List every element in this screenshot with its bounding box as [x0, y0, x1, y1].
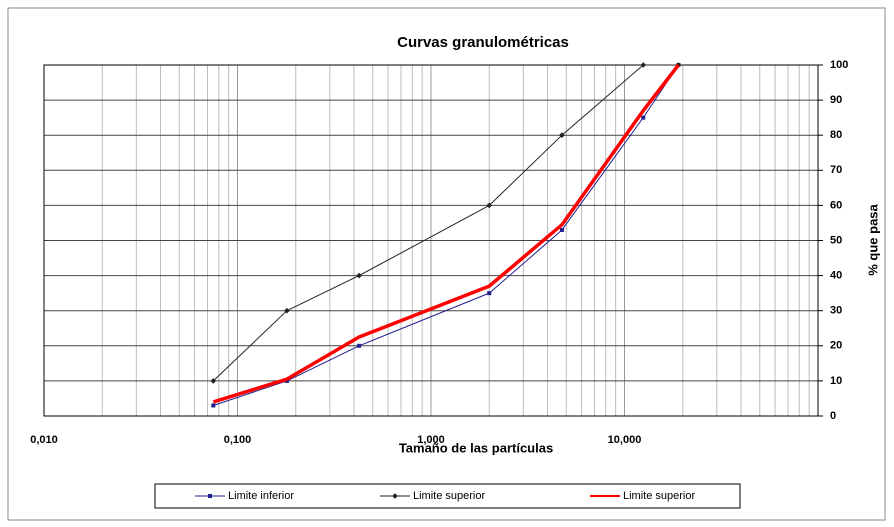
y-tick-label: 30 — [830, 305, 842, 317]
point — [356, 272, 362, 279]
y-tick-label: 90 — [830, 94, 842, 106]
y-tick-label: 60 — [830, 199, 842, 211]
legend-label: Limite inferior — [228, 490, 294, 502]
y-tick-label: 20 — [830, 340, 842, 352]
legend — [154, 483, 741, 509]
chart-title: Curvas granulométricas — [397, 34, 569, 51]
y-axis-label: % que pasa — [865, 203, 880, 275]
x-axis-label: Tamaño de las partículas — [399, 440, 553, 455]
y-tick-label: 80 — [830, 129, 842, 141]
x-tick-label: 0,010 — [30, 434, 58, 446]
y-tick-label: 10 — [830, 375, 842, 387]
legend-label: Limite superior — [623, 490, 695, 502]
point — [487, 291, 492, 296]
x-tick-label: 1,000 — [417, 434, 445, 446]
y-tick-label: 50 — [830, 234, 842, 246]
y-tick-label: 40 — [830, 270, 842, 282]
y-tick-label: 70 — [830, 164, 842, 176]
point — [210, 378, 217, 384]
point — [208, 494, 212, 498]
series-line — [212, 63, 680, 404]
point — [486, 202, 493, 209]
point — [357, 343, 362, 348]
point — [284, 307, 290, 314]
point — [640, 62, 647, 68]
legend-label: Limite superior — [413, 490, 485, 502]
point — [392, 493, 398, 499]
y-tick-label: 100 — [830, 59, 848, 71]
point — [641, 115, 646, 120]
point — [211, 403, 216, 408]
point — [559, 227, 564, 232]
y-tick-label: 0 — [830, 410, 836, 422]
x-tick-label: 10,000 — [608, 434, 642, 446]
plot-border — [43, 64, 819, 417]
x-tick-label: 0,100 — [224, 434, 252, 446]
point — [559, 132, 565, 138]
